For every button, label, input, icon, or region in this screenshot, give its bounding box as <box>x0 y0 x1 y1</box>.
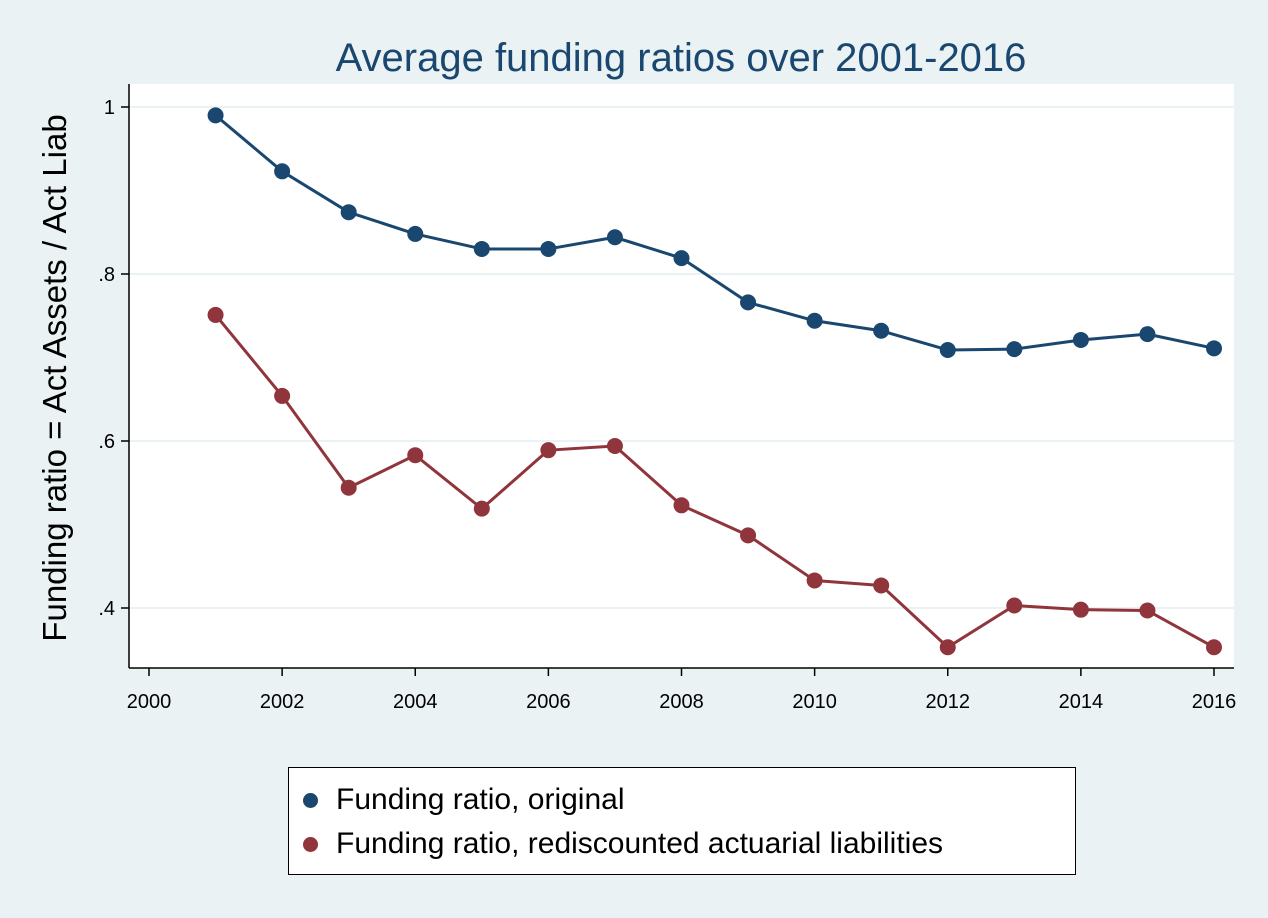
legend-marker-original <box>303 792 318 808</box>
data-point <box>1139 326 1156 343</box>
y-axis-title: Funding ratio = Act Assets / Act Liab <box>36 114 73 641</box>
data-point <box>1006 597 1023 614</box>
data-point <box>540 240 557 257</box>
legend-label-rediscounted: Funding ratio, rediscounted actuarial li… <box>336 827 944 860</box>
data-point <box>207 306 224 323</box>
y-tick-label: 1 <box>104 97 115 119</box>
x-tick-label: 2016 <box>1192 691 1237 713</box>
data-point <box>673 497 690 514</box>
y-axis-ticks: .4 .6 .8 1 <box>98 97 129 620</box>
y-tick-label: .8 <box>98 264 115 286</box>
data-point <box>939 639 956 656</box>
data-point <box>473 500 490 517</box>
data-point <box>1206 340 1222 357</box>
data-point <box>340 204 357 221</box>
data-point <box>407 447 424 464</box>
data-point <box>1139 602 1156 619</box>
x-tick-label: 2014 <box>1059 691 1104 713</box>
data-point <box>1072 331 1089 348</box>
legend-marker-rediscounted <box>303 836 318 852</box>
legend: Funding ratio, original Funding ratio, r… <box>288 767 1076 875</box>
legend-item-original: Funding ratio, original <box>303 782 625 818</box>
data-point <box>606 438 623 455</box>
data-point <box>340 479 357 496</box>
series-line-1 <box>214 313 1215 649</box>
x-tick-label: 2000 <box>127 691 172 713</box>
y-tick-label: .6 <box>98 431 115 453</box>
series-1 <box>207 306 1222 656</box>
legend-label-original: Funding ratio, original <box>336 783 625 816</box>
data-point <box>1072 601 1089 618</box>
data-point <box>606 229 623 246</box>
data-point <box>740 294 757 311</box>
data-point <box>1206 639 1222 656</box>
x-tick-label: 2010 <box>792 691 837 713</box>
data-point <box>673 250 690 267</box>
x-tick-label: 2004 <box>393 691 438 713</box>
data-point <box>806 312 823 329</box>
data-point <box>274 163 291 180</box>
data-point <box>873 322 890 339</box>
series-line-0 <box>214 114 1215 352</box>
data-point <box>207 107 224 124</box>
chart-title: Average funding ratios over 2001-2016 <box>336 36 1027 80</box>
legend-item-rediscounted: Funding ratio, rediscounted actuarial li… <box>303 826 943 862</box>
data-point <box>540 442 557 459</box>
plot-area <box>129 84 1234 668</box>
x-tick-label: 2002 <box>260 691 305 713</box>
x-tick-label: 2012 <box>926 691 971 713</box>
data-point <box>274 387 291 404</box>
data-point <box>473 240 490 257</box>
x-tick-label: 2006 <box>526 691 571 713</box>
data-point <box>1006 341 1023 358</box>
x-tick-label: 2008 <box>659 691 704 713</box>
series-0 <box>207 107 1222 358</box>
x-axis-ticks: 2000 2002 2004 2006 2008 2010 2012 2014 2016 <box>127 668 1237 713</box>
data-point <box>873 577 890 594</box>
data-point <box>806 572 823 589</box>
data-point <box>407 225 424 242</box>
series-layer <box>207 107 1222 656</box>
data-point <box>740 527 757 544</box>
data-point <box>939 341 956 358</box>
y-tick-label: .4 <box>98 598 115 620</box>
